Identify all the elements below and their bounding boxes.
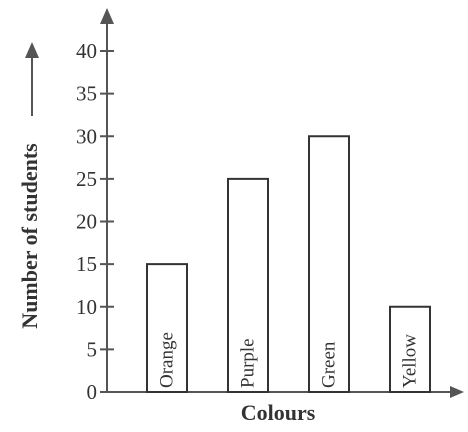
y-tick-label: 15 <box>76 252 97 276</box>
bar-yellow <box>389 305 431 393</box>
bar-labels-group: Orange Purple Green Yellow <box>157 332 421 388</box>
bars-group <box>146 135 431 393</box>
y-axis-ticks: 0 5 10 15 20 25 30 35 40 <box>76 39 114 404</box>
y-tick-label: 0 <box>87 380 98 404</box>
y-tick-label: 25 <box>76 167 97 191</box>
y-axis-title: Number of students <box>17 143 42 329</box>
bar-label-orange: Orange <box>157 332 178 388</box>
bar-green <box>308 135 350 393</box>
y-title-arrow-icon <box>25 42 39 58</box>
bar-label-purple: Purple <box>238 338 259 388</box>
bar-purple <box>227 177 269 393</box>
bar-orange <box>146 263 188 393</box>
y-tick-label: 40 <box>76 39 97 63</box>
bar-label-yellow: Yellow <box>400 334 421 388</box>
x-axis-title: Colours <box>241 400 316 425</box>
y-tick-label: 30 <box>76 124 97 148</box>
y-tick-label: 20 <box>76 210 97 234</box>
y-axis-arrow-icon <box>100 8 114 24</box>
y-tick-label: 10 <box>76 295 97 319</box>
y-axis-title-group: Number of students <box>17 42 42 329</box>
bar-label-green: Green <box>319 341 340 388</box>
x-axis-arrow-icon <box>450 386 464 398</box>
y-tick-label: 5 <box>87 337 98 361</box>
y-tick-label: 35 <box>76 82 97 106</box>
